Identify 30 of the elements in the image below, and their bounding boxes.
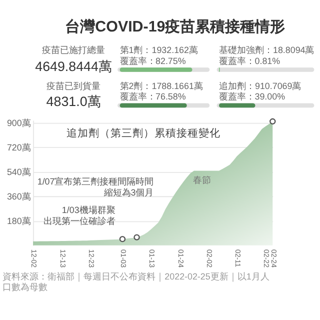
data-label: 0.81%	[254, 56, 280, 66]
data-label: 82.75%	[156, 56, 186, 66]
point	[270, 118, 276, 125]
point	[119, 236, 126, 242]
y-tick-label: 360萬	[6, 191, 31, 202]
text: 第2劑：1788.1661萬	[120, 80, 203, 91]
text: 覆蓋率：	[120, 56, 156, 66]
text: 疫苗已施打總量	[42, 45, 105, 56]
data-label: 39.00%	[254, 92, 286, 102]
text: 疫苗已到貨量	[46, 80, 100, 91]
text: 基礎加強劑：18.8094萬	[218, 45, 314, 56]
data-label: 76.58%	[156, 92, 186, 102]
y-tick-label: 180萬	[6, 216, 31, 226]
text: 追加劑（第三劑）累積接種變化	[66, 126, 220, 140]
point	[134, 234, 140, 240]
text: 覆蓋率：	[120, 92, 156, 102]
text: 台灣COVID-19疫苗累積接種情形	[65, 18, 286, 36]
y-tick-label: 540萬	[6, 167, 31, 178]
text: 覆蓋率：	[218, 56, 255, 66]
text: 覆蓋率：	[218, 92, 255, 102]
text: 追加劑：910.7069萬	[218, 80, 302, 91]
text: 4831.0萬	[46, 94, 100, 109]
annotation: 1/03機場群聚出現第一位確診者	[43, 205, 116, 226]
annotation: 春節	[193, 174, 212, 185]
y-tick-label: 720萬	[6, 142, 31, 153]
annotation: 1/07宣布第三劑接種間隔時間縮短為3個月	[37, 176, 154, 198]
source-note: 資料來源：衛福部｜每週日不公布資料｜2022-02-25更新｜以1月人口數為母數	[2, 271, 270, 292]
y-tick-label: 900萬	[6, 118, 31, 128]
text: 4649.8444萬	[35, 59, 112, 74]
text: 第1劑：1932.162萬	[120, 45, 198, 56]
